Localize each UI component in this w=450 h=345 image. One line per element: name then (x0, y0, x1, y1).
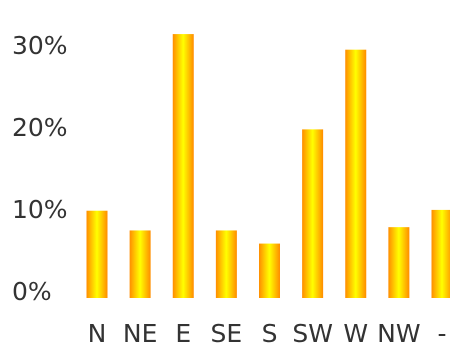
y-axis: 0% 10% 20% 30% (12, 31, 68, 306)
x-tick-label: - (437, 319, 446, 345)
bar-ne (129, 230, 151, 298)
x-tick-label: NE (123, 319, 158, 345)
x-tick-label: SW (292, 319, 333, 345)
bar-e (172, 34, 194, 298)
bar-n (86, 210, 108, 298)
bar-se (215, 230, 237, 298)
y-tick-label: 0% (12, 277, 52, 306)
bar-w (345, 49, 367, 298)
y-tick-label: 20% (12, 113, 68, 142)
bar-s (259, 243, 280, 298)
y-tick-label: 10% (12, 195, 68, 224)
x-tick-label: NW (377, 319, 420, 345)
x-tick-label: SE (211, 319, 243, 345)
y-tick-label: 30% (12, 31, 68, 60)
x-axis: N NE E SE S SW W NW - (88, 319, 447, 345)
bars (86, 34, 450, 298)
bar-nw (388, 227, 410, 298)
bar-unknown (431, 209, 450, 298)
bar-sw (302, 129, 324, 298)
x-tick-label: W (343, 319, 368, 345)
x-tick-label: S (262, 319, 278, 345)
x-tick-label: E (175, 319, 191, 345)
x-tick-label: N (88, 319, 107, 345)
